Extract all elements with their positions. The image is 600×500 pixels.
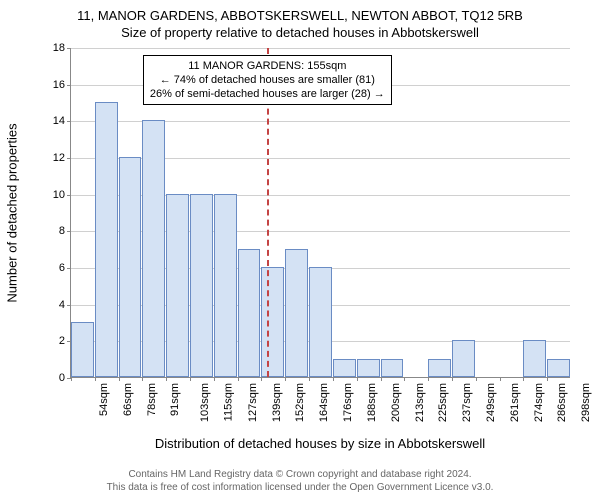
x-tick-label: 237sqm bbox=[461, 383, 473, 422]
y-tick-label: 0 bbox=[59, 372, 71, 384]
histogram-bar bbox=[166, 194, 189, 377]
annotation-line: ← 74% of detached houses are smaller (81… bbox=[150, 73, 385, 87]
histogram-bar bbox=[285, 249, 308, 377]
gridline bbox=[71, 48, 570, 49]
x-tick-label: 152sqm bbox=[295, 383, 307, 422]
chart-area: 02468101214161854sqm66sqm78sqm91sqm103sq… bbox=[70, 48, 570, 378]
y-tick-label: 14 bbox=[53, 115, 71, 127]
histogram-bar bbox=[547, 359, 570, 377]
histogram-bar bbox=[452, 340, 475, 377]
title-main: 11, MANOR GARDENS, ABBOTSKERSWELL, NEWTO… bbox=[0, 0, 600, 23]
histogram-bar bbox=[428, 359, 451, 377]
y-axis-label: Number of detached properties bbox=[5, 123, 20, 302]
histogram-bar bbox=[142, 120, 165, 377]
x-tick-label: 115sqm bbox=[222, 383, 234, 421]
y-tick-label: 4 bbox=[59, 299, 71, 311]
histogram-bar bbox=[95, 102, 118, 377]
x-tick-label: 225sqm bbox=[437, 383, 449, 422]
x-tick-label: 188sqm bbox=[366, 383, 378, 422]
x-axis-label: Distribution of detached houses by size … bbox=[70, 436, 570, 451]
x-tick-label: 91sqm bbox=[169, 383, 181, 416]
x-tick-label: 213sqm bbox=[414, 383, 426, 422]
histogram-bar bbox=[261, 267, 284, 377]
x-tick-label: 127sqm bbox=[247, 383, 259, 422]
y-tick-label: 8 bbox=[59, 225, 71, 237]
histogram-bar bbox=[214, 194, 237, 377]
x-tick-label: 286sqm bbox=[557, 383, 569, 422]
x-tick-label: 249sqm bbox=[485, 383, 497, 422]
annotation-box: 11 MANOR GARDENS: 155sqm← 74% of detache… bbox=[143, 55, 392, 106]
y-tick-label: 2 bbox=[59, 335, 71, 347]
chart-container: 11, MANOR GARDENS, ABBOTSKERSWELL, NEWTO… bbox=[0, 0, 600, 500]
histogram-bar bbox=[190, 194, 213, 377]
title-sub: Size of property relative to detached ho… bbox=[0, 23, 600, 40]
annotation-line: 26% of semi-detached houses are larger (… bbox=[150, 87, 385, 101]
footer-line-1: Contains HM Land Registry data © Crown c… bbox=[0, 468, 600, 481]
x-tick-label: 139sqm bbox=[271, 383, 283, 422]
x-tick-label: 103sqm bbox=[199, 383, 211, 422]
x-tick-label: 164sqm bbox=[318, 383, 330, 422]
y-tick-label: 18 bbox=[53, 42, 71, 54]
y-tick-label: 6 bbox=[59, 262, 71, 274]
y-tick-label: 12 bbox=[53, 152, 71, 164]
histogram-bar bbox=[357, 359, 380, 377]
footer-line-2: This data is free of cost information li… bbox=[0, 481, 600, 494]
histogram-bar bbox=[119, 157, 142, 377]
x-tick-label: 66sqm bbox=[122, 383, 134, 416]
histogram-bar bbox=[381, 359, 404, 377]
annotation-line: 11 MANOR GARDENS: 155sqm bbox=[150, 59, 385, 73]
x-tick-label: 274sqm bbox=[533, 383, 545, 422]
histogram-bar bbox=[523, 340, 546, 377]
x-tick-label: 298sqm bbox=[580, 383, 592, 422]
y-tick-label: 10 bbox=[53, 189, 71, 201]
x-tick-label: 54sqm bbox=[98, 383, 110, 416]
histogram-bar bbox=[309, 267, 332, 377]
histogram-bar bbox=[333, 359, 356, 377]
footer: Contains HM Land Registry data © Crown c… bbox=[0, 468, 600, 494]
x-tick-label: 78sqm bbox=[146, 383, 158, 416]
x-tick-label: 261sqm bbox=[509, 383, 521, 422]
histogram-bar bbox=[71, 322, 94, 377]
x-tick-label: 176sqm bbox=[342, 383, 354, 422]
x-tick-label: 200sqm bbox=[390, 383, 402, 422]
histogram-bar bbox=[238, 249, 261, 377]
y-tick-label: 16 bbox=[53, 79, 71, 91]
